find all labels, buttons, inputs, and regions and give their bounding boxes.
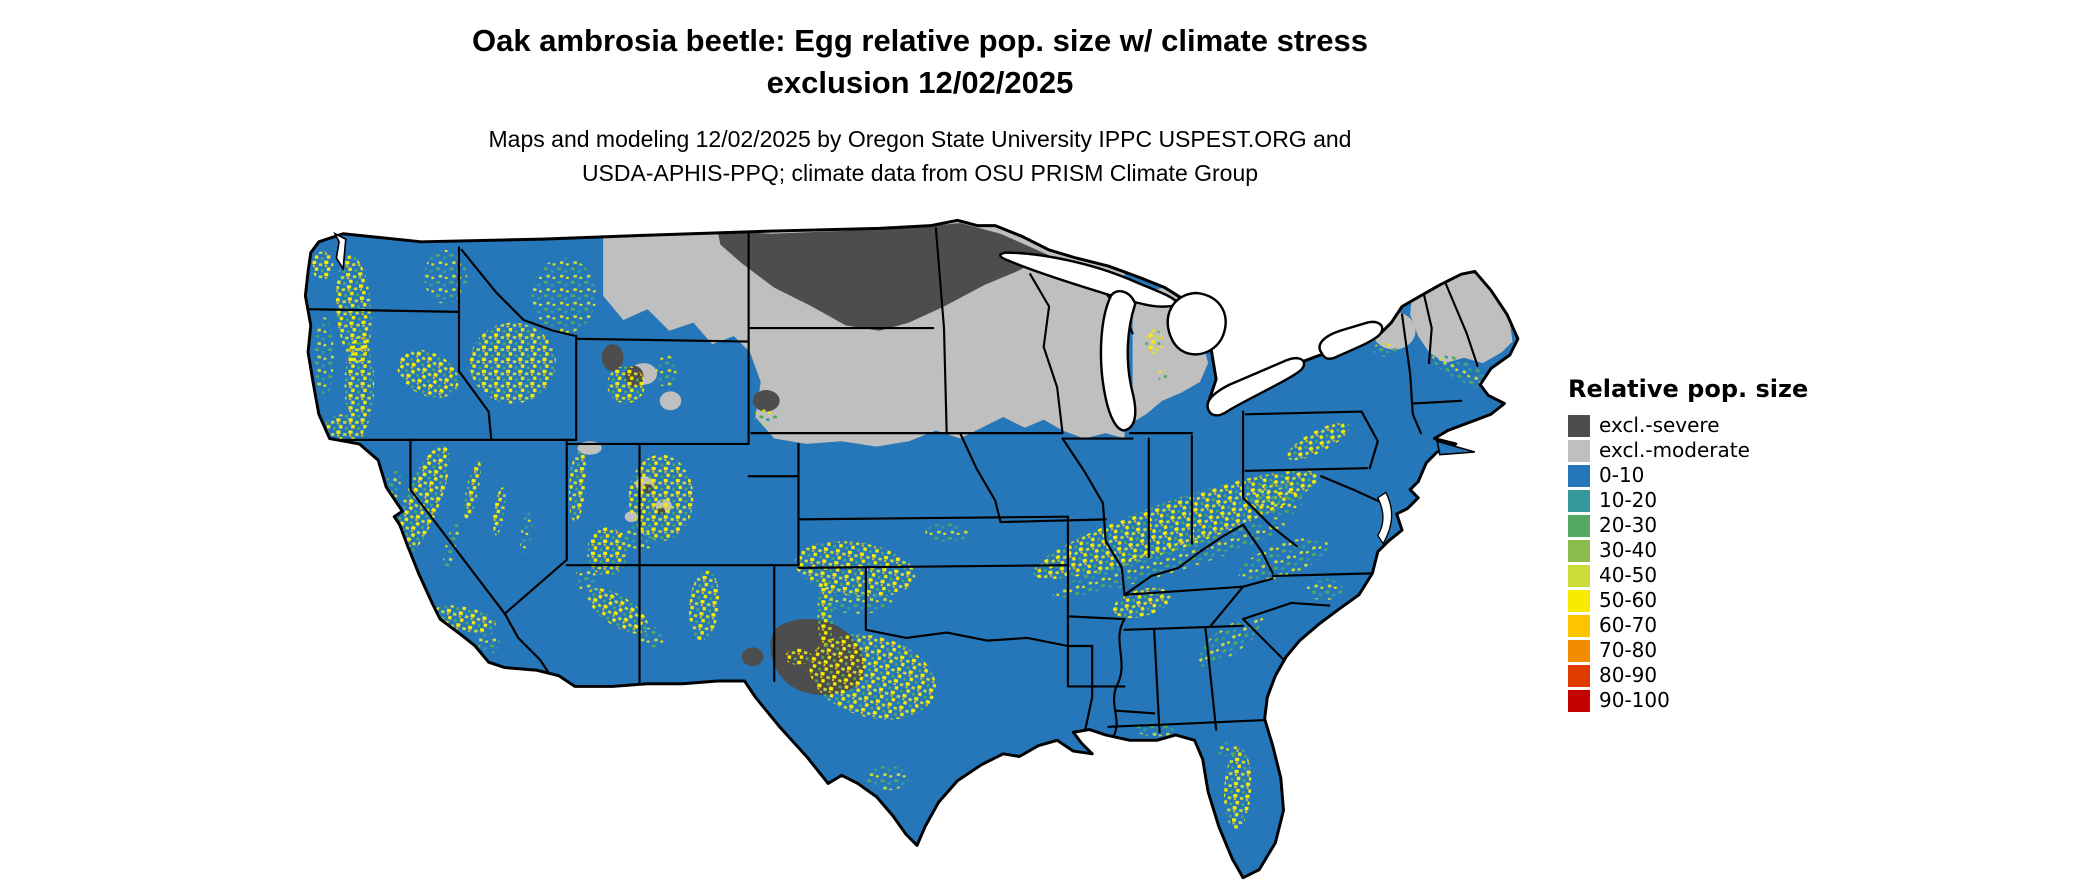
legend-swatch	[1568, 639, 1590, 662]
legend-item: 70-80	[1568, 638, 1808, 663]
legend-label: 50-60	[1599, 588, 1658, 612]
map-title: Oak ambrosia beetle: Egg relative pop. s…	[0, 20, 1840, 104]
legend-label: 80-90	[1599, 663, 1658, 687]
map-title-line2: exclusion 12/02/2025	[766, 65, 1074, 100]
legend-label: 60-70	[1599, 613, 1658, 637]
puget-sound	[333, 231, 347, 272]
legend-swatch	[1568, 539, 1590, 562]
lake-huron	[1166, 291, 1227, 356]
legend-item: 40-50	[1568, 563, 1808, 588]
lake-michigan	[1099, 289, 1137, 432]
legend-label: 20-30	[1599, 513, 1658, 537]
lake-ontario	[1318, 320, 1384, 360]
legend-item: excl.-moderate	[1568, 438, 1808, 463]
legend-item: excl.-severe	[1568, 413, 1808, 438]
legend-swatch	[1568, 464, 1590, 487]
legend-item: 10-20	[1568, 488, 1808, 513]
legend-label: 70-80	[1599, 638, 1658, 662]
map-subtitle-line1: Maps and modeling 12/02/2025 by Oregon S…	[488, 126, 1352, 152]
legend-label: excl.-moderate	[1599, 438, 1750, 462]
legend-label: 10-20	[1599, 488, 1658, 512]
conus-map	[300, 212, 1526, 886]
legend-item: 20-30	[1568, 513, 1808, 538]
legend-swatch	[1568, 664, 1590, 687]
legend-label: excl.-severe	[1599, 413, 1720, 437]
legend-swatch	[1568, 414, 1590, 437]
legend-item: 90-100	[1568, 688, 1808, 713]
map-subtitle: Maps and modeling 12/02/2025 by Oregon S…	[0, 122, 1840, 190]
legend-item: 60-70	[1568, 613, 1808, 638]
legend-item: 80-90	[1568, 663, 1808, 688]
legend-swatch	[1568, 614, 1590, 637]
legend-label: 30-40	[1599, 538, 1658, 562]
us-map-svg	[303, 218, 1520, 880]
chesapeake-bay	[1376, 491, 1393, 545]
land-fill-layer	[305, 220, 1518, 878]
legend-label: 90-100	[1599, 688, 1670, 712]
legend-swatch	[1568, 689, 1590, 712]
legend-label: 40-50	[1599, 563, 1658, 587]
legend-item: 0-10	[1568, 463, 1808, 488]
map-title-line1: Oak ambrosia beetle: Egg relative pop. s…	[472, 23, 1368, 58]
legend-swatch	[1568, 489, 1590, 512]
legend-title: Relative pop. size	[1568, 375, 1809, 403]
great-lakes	[999, 251, 1384, 432]
state-boundaries	[307, 227, 1479, 742]
lake-superior	[999, 251, 1180, 308]
legend-swatch	[1568, 564, 1590, 587]
map-subtitle-line2: USDA-APHIS-PPQ; climate data from OSU PR…	[581, 160, 1259, 186]
legend-label: 0-10	[1599, 463, 1645, 487]
legend-swatch	[1568, 439, 1590, 462]
high-population-mottle	[312, 249, 1491, 830]
legend: Relative pop. size excl.-severe excl.-mo…	[1568, 375, 1808, 713]
legend-swatch	[1568, 514, 1590, 537]
legend-swatch	[1568, 589, 1590, 612]
legend-item: 30-40	[1568, 538, 1808, 563]
lake-erie	[1206, 357, 1306, 417]
legend-item: 50-60	[1568, 588, 1808, 613]
long-island	[1436, 440, 1476, 456]
